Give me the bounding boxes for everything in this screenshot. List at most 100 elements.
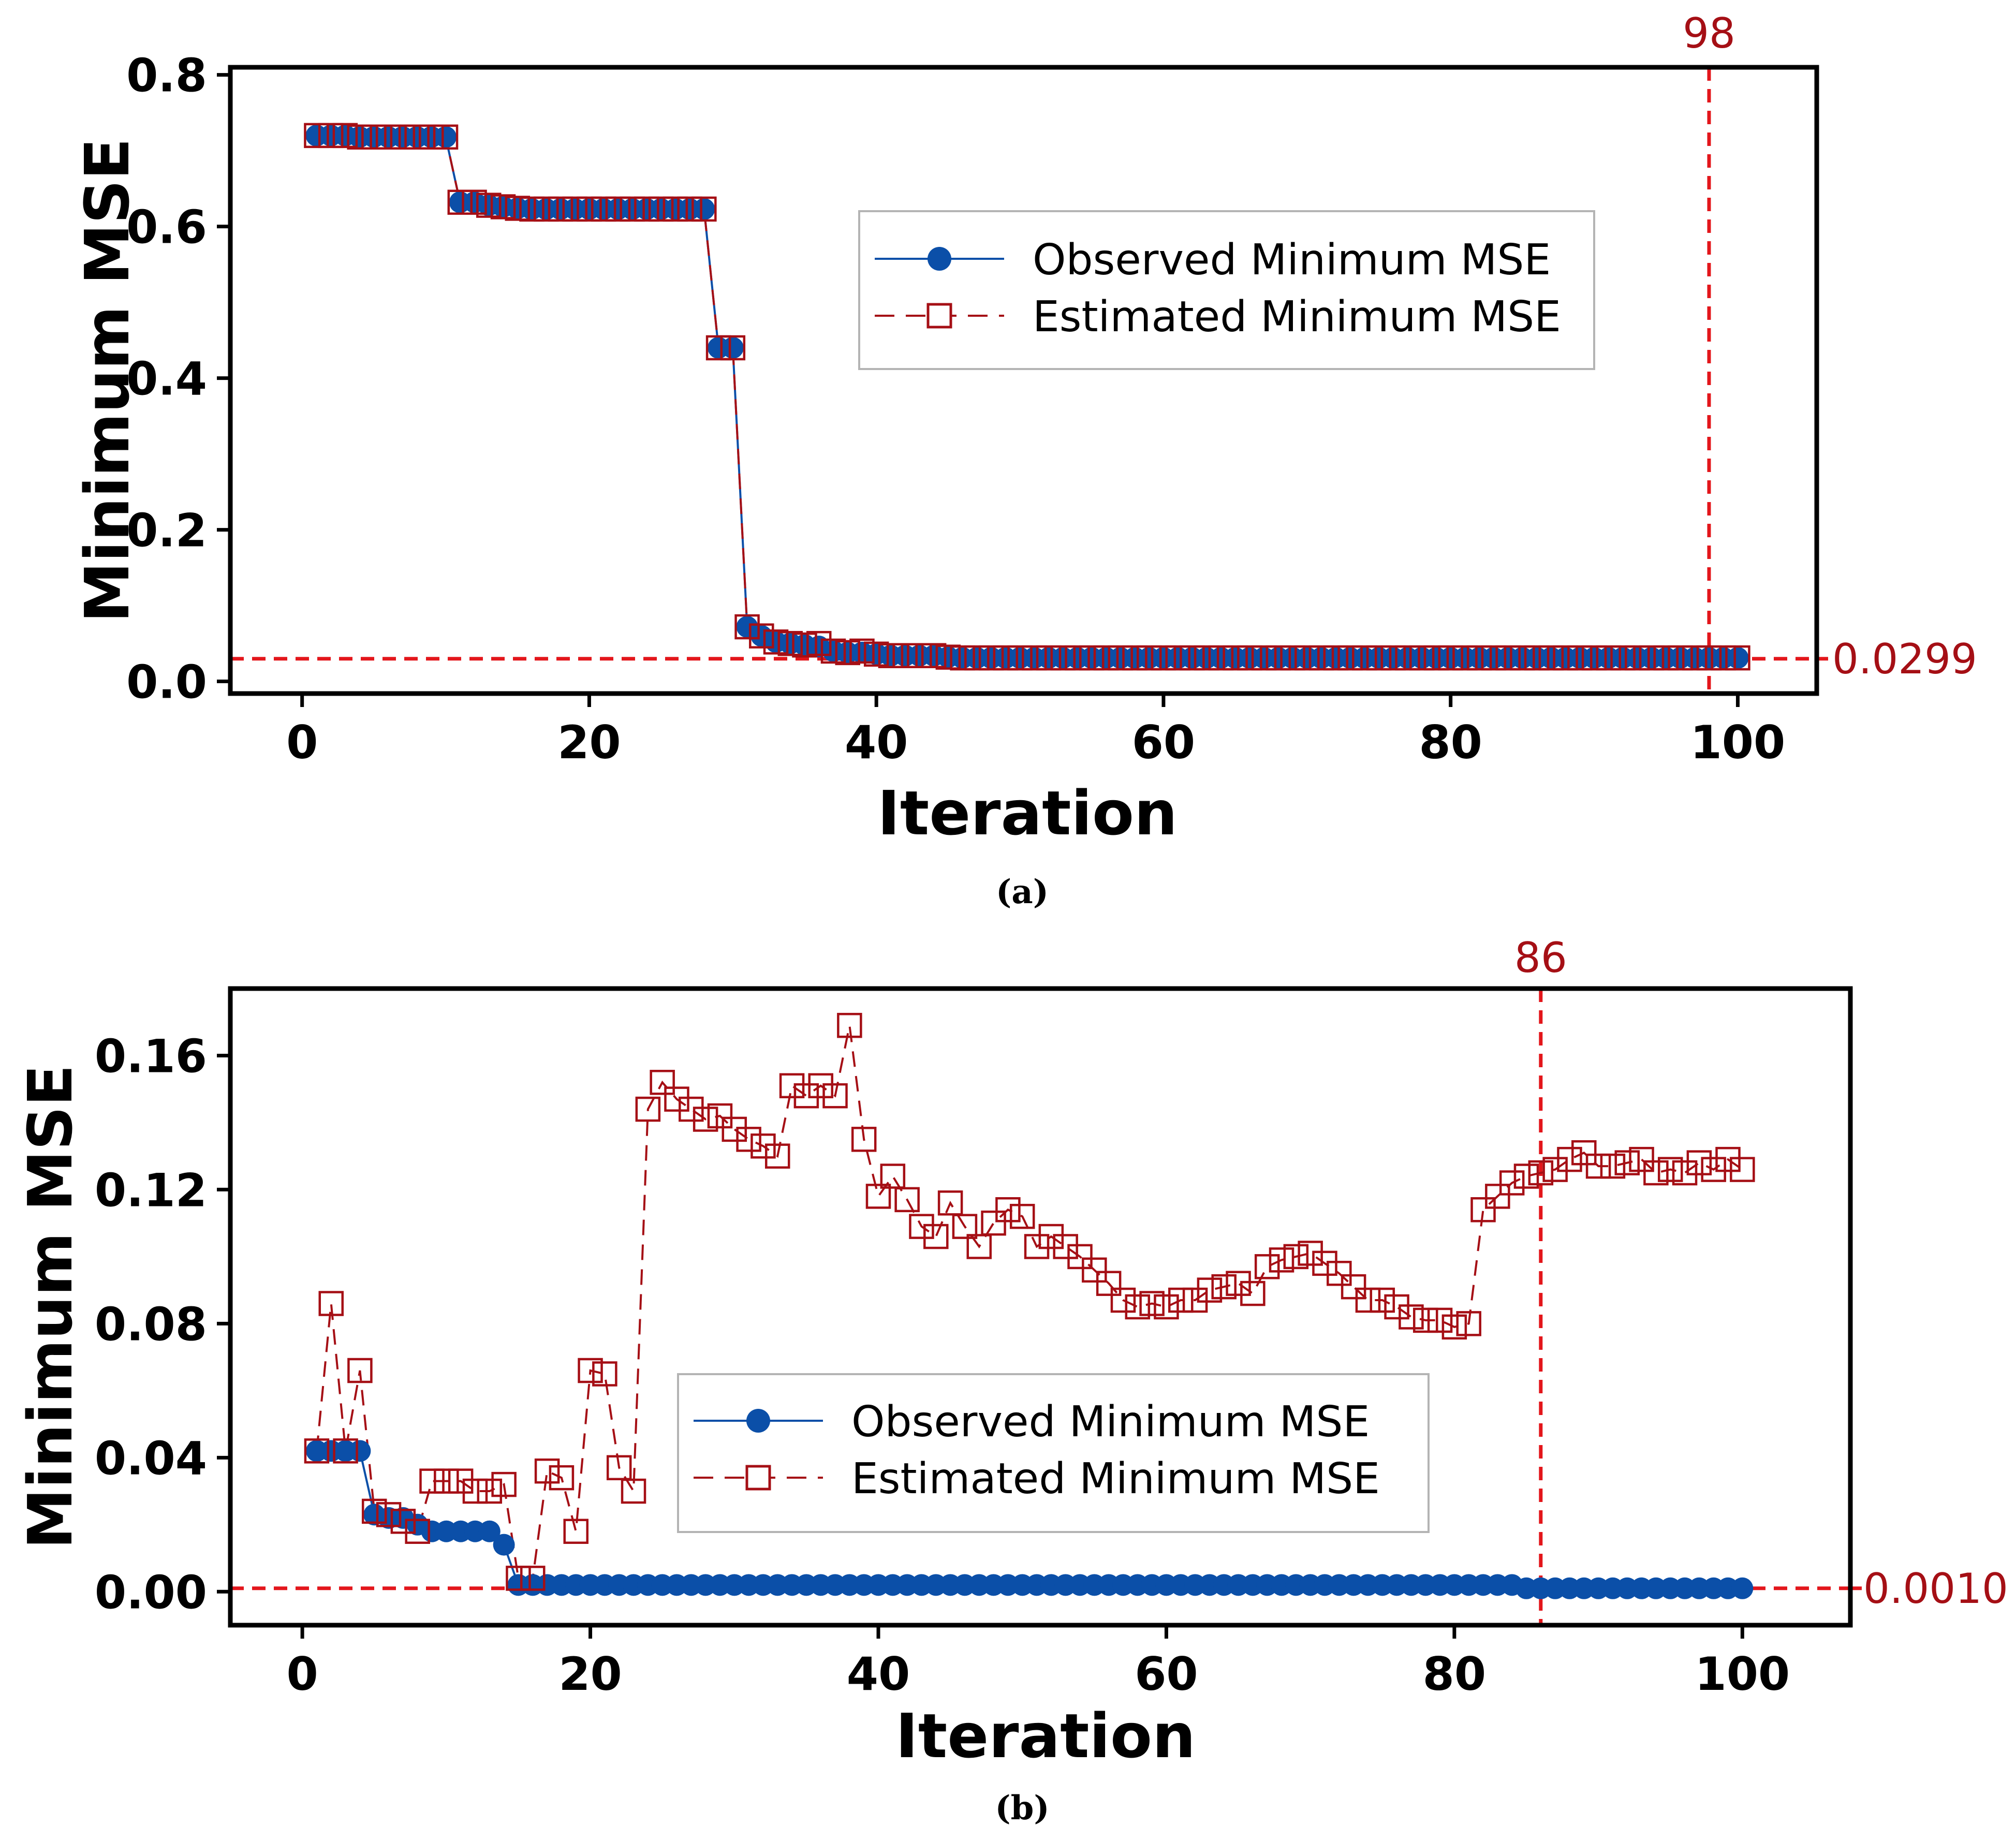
- panel-a-xtick-label: 0: [286, 716, 318, 769]
- panel-b-estimated-point: [1399, 1304, 1424, 1330]
- panel-b-estimated-point: [995, 1197, 1021, 1223]
- panel-a-estimated-point: [490, 194, 516, 219]
- panel-b-estimated-point: [318, 1291, 344, 1316]
- panel-b-estimated-point: [506, 1566, 531, 1591]
- panel-b-estimated-point: [1701, 1157, 1726, 1182]
- panel-b-legend-marker-observed: [746, 1409, 770, 1433]
- panel-a-estimated-point: [375, 124, 401, 150]
- panel-a-estimated-point: [763, 629, 789, 655]
- panel-a-estimated-point: [935, 644, 961, 670]
- panel-b-estimated-point: [779, 1073, 805, 1098]
- panel-b-estimated-point: [1485, 1184, 1510, 1209]
- panel-b-estimated-point: [1557, 1146, 1582, 1172]
- panel-b-observed-point: [349, 1440, 371, 1462]
- panel-a-estimated-point: [777, 631, 803, 656]
- panel-a-estimated-point: [978, 645, 1004, 671]
- panel-a-estimated-point: [1366, 645, 1392, 671]
- panel-a-estimated-point: [519, 196, 545, 222]
- panel-b-ylabel: Minimum MSE: [14, 1065, 86, 1549]
- panel-b-xtick-label: 100: [1695, 1647, 1790, 1701]
- panel-a-hline-label: 0.0299: [1832, 635, 1977, 683]
- panel-b-estimated-point: [1197, 1277, 1223, 1303]
- panel-b-estimated-point: [434, 1468, 459, 1494]
- panel-b-estimated-point: [952, 1214, 978, 1239]
- panel-b-estimated-point: [1254, 1254, 1280, 1279]
- panel-b-estimated-point: [664, 1086, 689, 1112]
- panel-a-estimated-point: [1208, 645, 1234, 671]
- panel-a-ytick-label: 0.4: [126, 352, 207, 406]
- panel-b-estimated-point: [736, 1127, 761, 1152]
- panel-a-estimated-point: [1639, 645, 1665, 671]
- panel-b-estimated-point: [304, 1438, 330, 1464]
- panel-b-estimated-point: [1441, 1314, 1467, 1340]
- panel-a-estimated-point: [1352, 645, 1377, 671]
- panel-b-estimated-point: [405, 1519, 430, 1544]
- panel-b-legend-marker-estimated: [745, 1465, 771, 1491]
- panel-b-estimated-point: [1154, 1294, 1179, 1320]
- panel-a-estimated-point: [892, 643, 918, 669]
- panel-b-estimated-point: [534, 1458, 560, 1484]
- panel-a-estimated-point: [1079, 645, 1105, 671]
- panel-a-estimated-point: [1223, 645, 1248, 671]
- panel-b-estimated-point: [1096, 1271, 1122, 1296]
- panel-a-ytick-label: 0.6: [126, 201, 207, 254]
- panel-a-estimated-point: [1180, 645, 1205, 671]
- panel-b-vline-label: 86: [1514, 934, 1567, 982]
- panel-b-estimated-point: [333, 1438, 358, 1464]
- panel-a-estimated-point: [1438, 645, 1463, 671]
- panel-b-estimated-point: [1110, 1287, 1136, 1313]
- panel-a-estimated-point: [1495, 645, 1521, 671]
- panel-a-estimated-point: [1581, 645, 1607, 671]
- panel-a-estimated-point: [577, 196, 602, 222]
- panel-a-estimated-point: [1538, 645, 1564, 671]
- panel-a-estimated-point: [347, 124, 372, 150]
- panel-a-estimated-point: [533, 196, 559, 222]
- panel-a-legend-label-estimated: Estimated Minimum MSE: [1033, 292, 1561, 342]
- panel-b-estimated-point: [1384, 1294, 1409, 1320]
- panel-b-estimated-point: [751, 1133, 776, 1159]
- panel-a-estimated-point: [1409, 645, 1435, 671]
- panel-b-estimated-point: [390, 1509, 416, 1534]
- panel-a-estimated-point: [1165, 645, 1190, 671]
- panel-a-estimated-point: [1323, 645, 1349, 671]
- panel-b-observed-point: [478, 1520, 501, 1542]
- panel-b-estimated-point: [1125, 1294, 1151, 1320]
- panel-b-estimated-point: [880, 1163, 906, 1189]
- panel-a-vline-label: 98: [1683, 9, 1735, 57]
- panel-a-estimated-point: [620, 196, 645, 222]
- panel-a-estimated-point: [1065, 645, 1090, 671]
- panel-a-estimated-point: [1036, 645, 1062, 671]
- panel-b-estimated-point: [808, 1073, 833, 1098]
- panel-b-estimated-point: [693, 1107, 718, 1132]
- panel-a-legend-marker-observed: [928, 247, 951, 271]
- panel-b-marks: [230, 989, 1862, 1625]
- panel-a-estimated-point: [505, 196, 531, 221]
- panel-b-xtick-label: 20: [558, 1647, 622, 1701]
- panel-b-estimated-point: [1182, 1287, 1208, 1313]
- panel-b-estimated-point: [1427, 1307, 1453, 1333]
- panel-a-estimated-point: [835, 640, 860, 666]
- panel-a-ytick-label: 0.0: [126, 656, 207, 709]
- panel-a-estimated-point: [1610, 645, 1636, 671]
- panel-b-observed-point: [1731, 1577, 1754, 1599]
- panel-a-estimated-point: [1136, 645, 1162, 671]
- panel-b-estimated-point: [1226, 1271, 1251, 1296]
- panel-b-estimated-point: [563, 1519, 588, 1544]
- panel-a-estimated-point: [476, 193, 502, 218]
- panel-b-frame: [228, 986, 1853, 1628]
- panel-a-estimated-point: [749, 623, 774, 649]
- panel-b-estimated-point: [1499, 1170, 1525, 1196]
- panel-a-legend-box: [858, 210, 1595, 370]
- panel-b-estimated-point: [865, 1184, 891, 1209]
- panel-a-estimated-point: [691, 196, 717, 222]
- panel-b-estimated-point: [1341, 1274, 1366, 1300]
- panel-b-estimated-point: [1038, 1224, 1064, 1249]
- panel-a-estimated-point: [1682, 645, 1708, 671]
- panel-b-ytick-label: 0.04: [95, 1432, 207, 1485]
- panel-b-estimated-point: [679, 1096, 704, 1122]
- panel-b-estimated-point: [448, 1468, 474, 1494]
- panel-b-estimated-point: [462, 1478, 488, 1504]
- panel-b-estimated-point: [1730, 1157, 1755, 1182]
- panel-a-estimated-point: [1294, 645, 1320, 671]
